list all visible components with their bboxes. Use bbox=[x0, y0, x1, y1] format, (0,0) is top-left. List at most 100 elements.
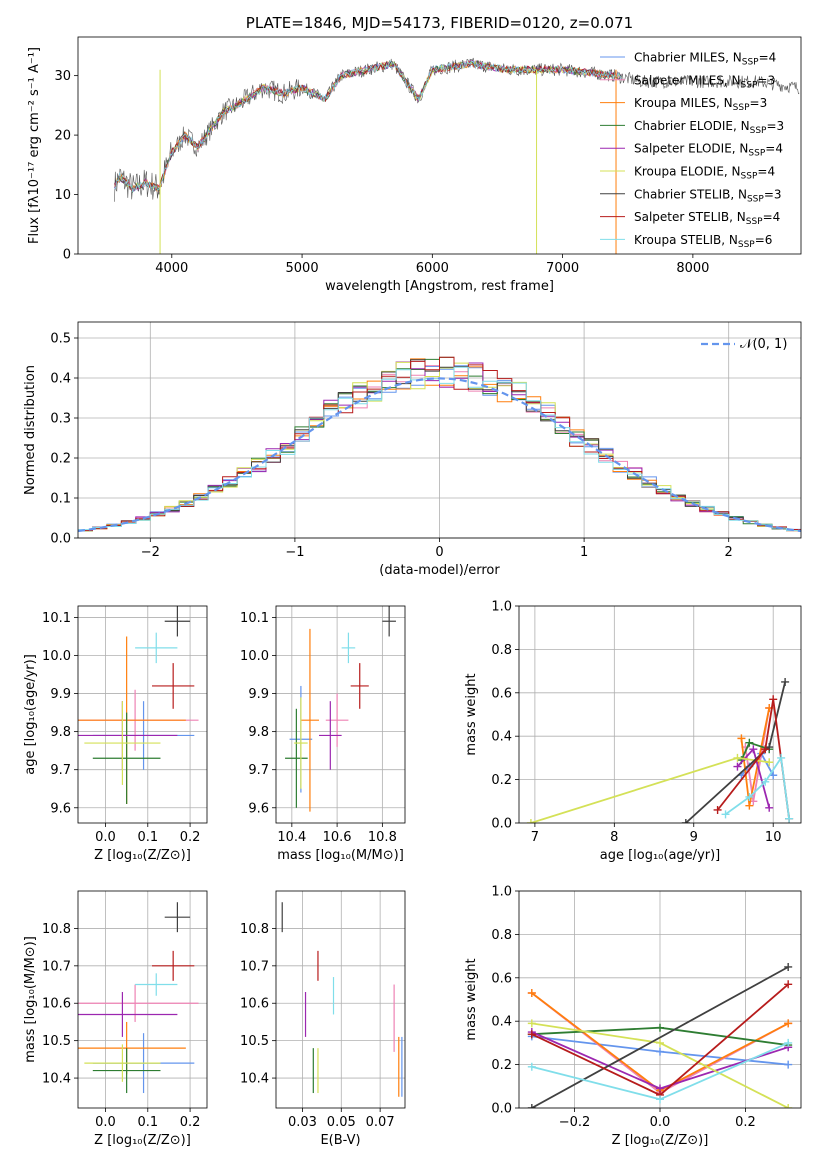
y-tick-label: 10.8 bbox=[42, 922, 71, 937]
error-bar-point bbox=[135, 632, 178, 664]
spectrum-axes: 4000 5000 6000 7000 8000 0 10 20 30 wavelength [A… bbox=[27, 36, 802, 294]
y-tick-label: 20 bbox=[54, 129, 71, 144]
weight-series bbox=[527, 980, 793, 1099]
legend-label: Kroupa STELIB, NSSP=6 bbox=[634, 233, 772, 250]
x-tick-label: 0.2 bbox=[180, 1115, 201, 1130]
x-tick-label: 10.8 bbox=[368, 830, 397, 845]
weight-marker bbox=[765, 803, 774, 812]
weight-marker bbox=[737, 734, 746, 743]
residuals-axes: −2 −1 0 1 2 0.0 0.1 0.2 0.3 0.4 0.5 (data-model)/er… bbox=[23, 321, 802, 578]
chart-title: PLATE=1846, MJD=54173, FIBERID=0120, z=0… bbox=[246, 14, 633, 32]
x-axis-label: Z [log₁₀(Z/Z⊙)] bbox=[94, 848, 191, 863]
weight-series bbox=[737, 703, 774, 810]
weight-marker bbox=[527, 1019, 536, 1028]
error-bar-point bbox=[135, 973, 178, 996]
x-tick-label: 6000 bbox=[416, 261, 449, 276]
y-tick-label: 9.7 bbox=[248, 763, 269, 778]
weight-marker bbox=[733, 753, 742, 762]
x-tick-label: 0.0 bbox=[650, 1115, 671, 1130]
x-tick-label: 9 bbox=[690, 830, 698, 845]
y-tick-label: 0.0 bbox=[491, 817, 512, 832]
y-tick-label: 0.6 bbox=[491, 686, 512, 701]
y-tick-label: 9.8 bbox=[50, 725, 71, 740]
y-tick-label: 0.2 bbox=[491, 1058, 512, 1073]
x-tick-label: 0.2 bbox=[180, 830, 201, 845]
y-tick-label: 0.0 bbox=[50, 532, 71, 547]
mass-age-plot-area bbox=[285, 606, 396, 812]
error-bar-point bbox=[350, 663, 369, 709]
x-tick-label: 0.0 bbox=[95, 830, 116, 845]
weight-marker bbox=[527, 1062, 536, 1071]
legend-label: Chabrier MILES, NSSP=4 bbox=[634, 51, 776, 68]
weight-marker bbox=[777, 753, 786, 762]
normal-curve-line bbox=[78, 377, 801, 533]
x-axis-label: mass [log₁₀(M/M⊙)] bbox=[277, 848, 404, 863]
x-axis-label: Z [log₁₀(Z/Z⊙)] bbox=[94, 1133, 191, 1148]
model-spectrum-line bbox=[114, 60, 622, 193]
weight-marker bbox=[784, 980, 793, 989]
error-bar-point bbox=[78, 984, 199, 1022]
x-tick-label: 10 bbox=[765, 830, 782, 845]
y-tick-label: 0.8 bbox=[491, 928, 512, 943]
model-spectrum-line bbox=[114, 60, 622, 193]
x-tick-label: 7000 bbox=[546, 261, 579, 276]
weight-marker bbox=[765, 758, 774, 767]
y-tick-label: 0.8 bbox=[491, 643, 512, 658]
mass-age-axes: 10.4 10.6 10.8 9.6 9.7 9.8 9.9 10.0 10.1 mass [lo… bbox=[240, 605, 406, 863]
weight-marker bbox=[745, 738, 754, 747]
legend-label: 𝒩(0, 1) bbox=[740, 337, 787, 352]
model-spectrum-line bbox=[114, 61, 616, 193]
x-tick-label: 0.05 bbox=[327, 1115, 356, 1130]
legend-label: Chabrier ELODIE, NSSP=3 bbox=[634, 119, 784, 136]
x-axis-label: E(B-V) bbox=[320, 1133, 360, 1148]
weight-marker bbox=[656, 1038, 664, 1047]
weight-series bbox=[681, 677, 790, 823]
z-age-axes: 0.0 0.1 0.2 9.6 9.7 9.8 9.9 10.0 10.1 Z [log₁₀(Z/… bbox=[23, 605, 208, 863]
age-weight-axes: 7 8 9 10 0.0 0.2 0.4 0.6 0.8 1.0 age [log₁₀(age/yr… bbox=[464, 600, 802, 863]
y-tick-label: 0.2 bbox=[50, 452, 71, 467]
weight-series bbox=[527, 1019, 793, 1108]
x-tick-label: 10.6 bbox=[323, 830, 352, 845]
legend-label: Salpeter STELIB, NSSP=4 bbox=[634, 210, 780, 227]
y-tick-label: 0.4 bbox=[50, 372, 71, 387]
ebv-mass-axes: 0.03 0.05 0.07 10.4 10.5 10.6 10.7 10.8 E(B-V) bbox=[240, 890, 406, 1148]
weight-marker bbox=[769, 695, 778, 704]
y-tick-label: 1.0 bbox=[491, 885, 512, 900]
y-tick-label: 0.0 bbox=[491, 1102, 512, 1117]
y-tick-label: 0.4 bbox=[491, 730, 512, 745]
legend-label: Salpeter MILES, NSSP=3 bbox=[634, 73, 775, 90]
x-tick-label: 5000 bbox=[286, 261, 319, 276]
y-axis-label: Normed distribution bbox=[23, 365, 38, 495]
y-tick-label: 9.6 bbox=[50, 801, 71, 816]
legend-label: Salpeter ELODIE, NSSP=4 bbox=[634, 142, 783, 159]
y-axis-label: Flux [fλ10⁻¹⁷ erg cm⁻² s⁻¹ A⁻¹] bbox=[27, 47, 42, 244]
y-axis-label: mass [log₁₀(M/M⊙)] bbox=[23, 936, 38, 1063]
weight-marker bbox=[784, 1060, 793, 1069]
weight-marker bbox=[784, 1019, 793, 1028]
error-bar-point bbox=[152, 950, 195, 981]
y-tick-label: 10.6 bbox=[42, 997, 71, 1012]
y-tick-label: 10.1 bbox=[42, 611, 71, 626]
weight-marker bbox=[656, 1095, 664, 1104]
x-tick-label: 8 bbox=[610, 830, 618, 845]
weight-series bbox=[721, 753, 794, 823]
model-spectrum-line bbox=[114, 59, 622, 194]
weight-marker bbox=[721, 810, 730, 819]
error-bar-point bbox=[285, 708, 308, 808]
y-tick-label: 9.7 bbox=[50, 763, 71, 778]
error-bar-point bbox=[382, 606, 396, 637]
x-tick-label: 1 bbox=[580, 545, 588, 560]
weight-marker bbox=[733, 762, 742, 771]
y-tick-label: 10.4 bbox=[42, 1072, 71, 1087]
weight-marker bbox=[784, 962, 793, 971]
weight-marker bbox=[681, 819, 690, 823]
weight-line bbox=[531, 966, 789, 1108]
y-tick-label: 1.0 bbox=[491, 600, 512, 615]
weight-marker bbox=[526, 819, 535, 823]
weight-marker bbox=[761, 777, 770, 786]
model-spectrum-line bbox=[114, 60, 615, 192]
y-tick-label: 10.0 bbox=[240, 649, 269, 664]
residuals-frame bbox=[77, 321, 802, 539]
z-age-plot-area bbox=[78, 606, 199, 804]
y-tick-label: 10.5 bbox=[240, 1034, 269, 1049]
